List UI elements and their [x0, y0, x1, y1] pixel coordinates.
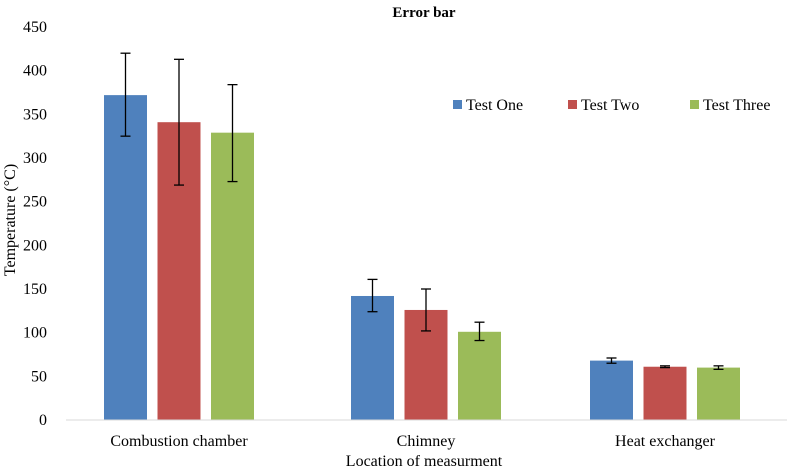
bar — [697, 367, 740, 420]
y-tick-label: 50 — [31, 368, 47, 385]
y-tick-label: 400 — [23, 63, 47, 80]
legend-swatch — [690, 100, 699, 109]
legend-label: Test Three — [703, 97, 770, 114]
category-label: Combustion chamber — [110, 433, 248, 450]
legend-label: Test One — [466, 97, 523, 114]
bar — [590, 360, 633, 420]
y-tick-label: 150 — [23, 281, 47, 298]
bar — [104, 95, 147, 421]
legend-swatch — [453, 100, 462, 109]
category-label: Chimney — [397, 433, 456, 450]
error-bars — [120, 52, 724, 370]
y-tick-label: 300 — [23, 150, 47, 167]
bar — [458, 331, 501, 420]
category-labels: Combustion chamber Chimney Heat exchanger — [110, 433, 715, 450]
y-tick-label: 250 — [23, 194, 47, 211]
y-tick-label: 0 — [39, 412, 47, 429]
bar — [643, 366, 687, 420]
legend-swatch — [568, 100, 577, 109]
y-axis-ticks: 0 50 100 150 200 250 300 350 400 450 — [23, 19, 47, 429]
bar — [351, 295, 394, 420]
x-axis-title: Location of measurment — [346, 453, 503, 469]
legend: Test One Test Two Test Three — [453, 97, 770, 114]
chart-title: Error bar — [392, 5, 456, 21]
category-label: Heat exchanger — [615, 433, 716, 450]
y-tick-label: 350 — [23, 106, 47, 123]
y-tick-label: 200 — [23, 237, 47, 254]
bar-series — [104, 95, 740, 421]
legend-label: Test Two — [581, 97, 639, 114]
y-tick-label: 450 — [23, 19, 47, 36]
y-axis-title: Temperature (°C) — [2, 164, 19, 276]
y-tick-label: 100 — [23, 325, 47, 342]
